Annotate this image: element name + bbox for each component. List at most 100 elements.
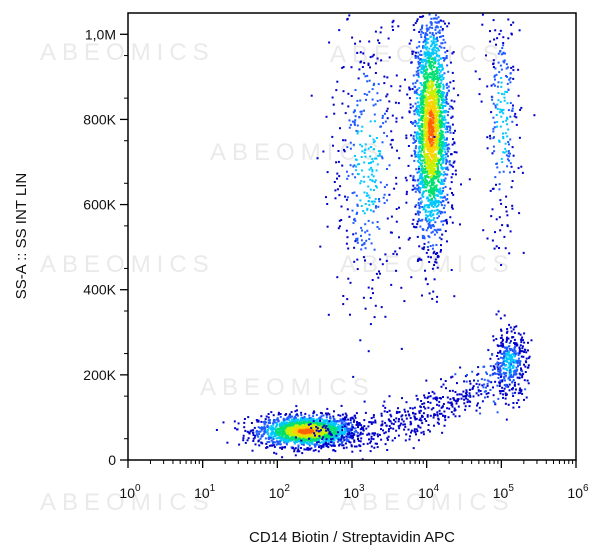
event-dot — [503, 59, 506, 62]
event-dot — [451, 107, 454, 110]
event-dot — [437, 20, 440, 23]
event-dot — [346, 146, 349, 149]
event-dot — [436, 129, 439, 132]
event-dot — [424, 178, 427, 181]
event-dot — [502, 60, 505, 63]
event-dot — [402, 423, 405, 426]
event-dot — [428, 124, 431, 127]
event-dot — [237, 422, 240, 425]
event-dot — [293, 431, 296, 434]
event-dot — [332, 426, 335, 429]
event-dot — [344, 429, 347, 432]
event-dot — [431, 137, 434, 140]
event-dot — [444, 51, 447, 54]
event-dot — [347, 439, 350, 442]
event-dot — [277, 432, 280, 434]
event-dot — [316, 433, 319, 436]
event-dot — [286, 422, 289, 425]
event-dot — [493, 75, 496, 78]
event-dot — [419, 150, 422, 153]
event-dot — [433, 42, 436, 45]
event-dot — [430, 125, 433, 128]
event-dot — [426, 29, 429, 32]
event-dot — [287, 426, 290, 429]
event-dot — [324, 419, 327, 422]
event-dot — [291, 418, 294, 421]
event-dot — [288, 433, 291, 436]
event-dot — [254, 434, 257, 437]
event-dot — [340, 432, 343, 435]
event-dot — [381, 141, 384, 144]
event-dot — [301, 425, 303, 428]
event-dot — [317, 424, 319, 427]
event-dot — [337, 423, 340, 426]
event-dot — [377, 205, 380, 208]
event-dot — [322, 419, 325, 422]
event-dot — [431, 147, 434, 150]
event-dot — [495, 218, 498, 221]
event-dot — [383, 193, 386, 196]
event-dot — [444, 230, 447, 233]
event-dot — [500, 157, 503, 160]
event-dot — [292, 423, 295, 426]
event-dot — [422, 15, 425, 18]
event-dot — [300, 420, 303, 423]
event-dot — [414, 54, 417, 57]
event-dot — [426, 166, 429, 169]
event-dot — [423, 109, 426, 112]
event-dot — [422, 134, 425, 137]
event-dot — [428, 206, 431, 209]
event-dot — [516, 359, 519, 362]
event-dot — [397, 434, 400, 437]
event-dot — [438, 45, 441, 48]
event-dot — [424, 111, 427, 114]
event-dot — [300, 434, 303, 437]
event-dot — [436, 122, 439, 125]
event-dot — [265, 421, 268, 424]
event-dot — [306, 441, 309, 444]
event-dot — [318, 444, 321, 447]
event-dot — [330, 425, 333, 428]
event-dot — [428, 125, 431, 128]
event-dot — [438, 141, 441, 144]
event-dot — [408, 88, 411, 91]
event-dot — [315, 427, 318, 430]
event-dot — [442, 92, 445, 95]
event-dot — [371, 221, 374, 224]
event-dot — [493, 150, 496, 153]
event-dot — [421, 61, 424, 64]
event-dot — [496, 107, 499, 110]
event-dot — [439, 82, 442, 85]
event-dot — [432, 159, 435, 162]
event-dot — [419, 111, 422, 113]
event-dot — [435, 300, 438, 303]
event-dot — [508, 143, 510, 146]
event-dot — [429, 123, 432, 125]
event-dot — [341, 440, 344, 443]
event-dot — [428, 129, 431, 132]
event-dot — [412, 225, 415, 228]
event-dot — [346, 18, 349, 21]
event-dot — [333, 435, 336, 438]
event-dot — [433, 175, 435, 178]
event-dot — [498, 140, 501, 143]
event-dot — [374, 157, 377, 160]
event-dot — [454, 173, 457, 176]
event-dot — [451, 221, 454, 224]
event-dot — [282, 418, 285, 421]
event-dot — [427, 117, 430, 119]
event-dot — [366, 207, 369, 210]
event-dot — [439, 189, 442, 192]
event-dot — [281, 446, 284, 449]
event-dot — [434, 202, 437, 205]
event-dot — [420, 176, 423, 179]
event-dot — [427, 109, 430, 112]
event-dot — [423, 144, 426, 147]
event-dot — [494, 78, 496, 81]
event-dot — [368, 40, 371, 43]
event-dot — [264, 418, 267, 421]
event-dot — [274, 425, 277, 428]
event-dot — [428, 180, 431, 183]
event-dot — [332, 144, 334, 147]
event-dot — [527, 341, 529, 344]
